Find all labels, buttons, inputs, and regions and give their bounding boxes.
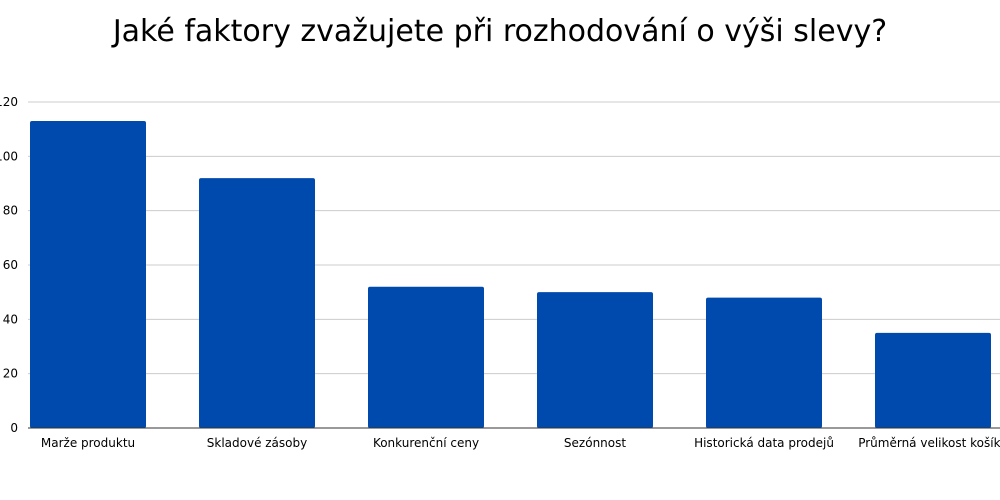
bar-4 [706, 297, 822, 428]
x-category-label: Sezónnost [564, 436, 626, 450]
y-tick-label: 0 [10, 421, 18, 435]
x-category-label: Průměrná velikost košíku [858, 436, 1000, 450]
y-tick-label: 60 [3, 258, 18, 272]
y-tick-label: 100 [0, 149, 18, 163]
bar-0 [30, 121, 146, 429]
x-axis-labels: Marže produktu Skladové zásoby Konkurenční… [41, 436, 1000, 450]
bars [30, 121, 991, 429]
y-axis-ticks: 0 20 40 60 80 100 120 [0, 95, 18, 435]
bar-2 [368, 286, 484, 428]
x-category-label: Historická data prodejů [694, 436, 834, 450]
y-tick-label: 20 [3, 367, 18, 381]
y-tick-label: 120 [0, 95, 18, 109]
x-category-label: Skladové zásoby [207, 436, 307, 450]
x-category-label: Konkurenční ceny [373, 436, 479, 450]
chart-title: Jaké faktory zvažujete při rozhodování o… [112, 14, 888, 49]
bar-3 [537, 292, 653, 428]
bar-5 [875, 332, 991, 428]
y-tick-label: 40 [3, 312, 18, 326]
x-category-label: Marže produktu [41, 436, 135, 450]
y-tick-label: 80 [3, 204, 18, 218]
bar-1 [199, 178, 315, 428]
gridlines [28, 101, 1000, 375]
